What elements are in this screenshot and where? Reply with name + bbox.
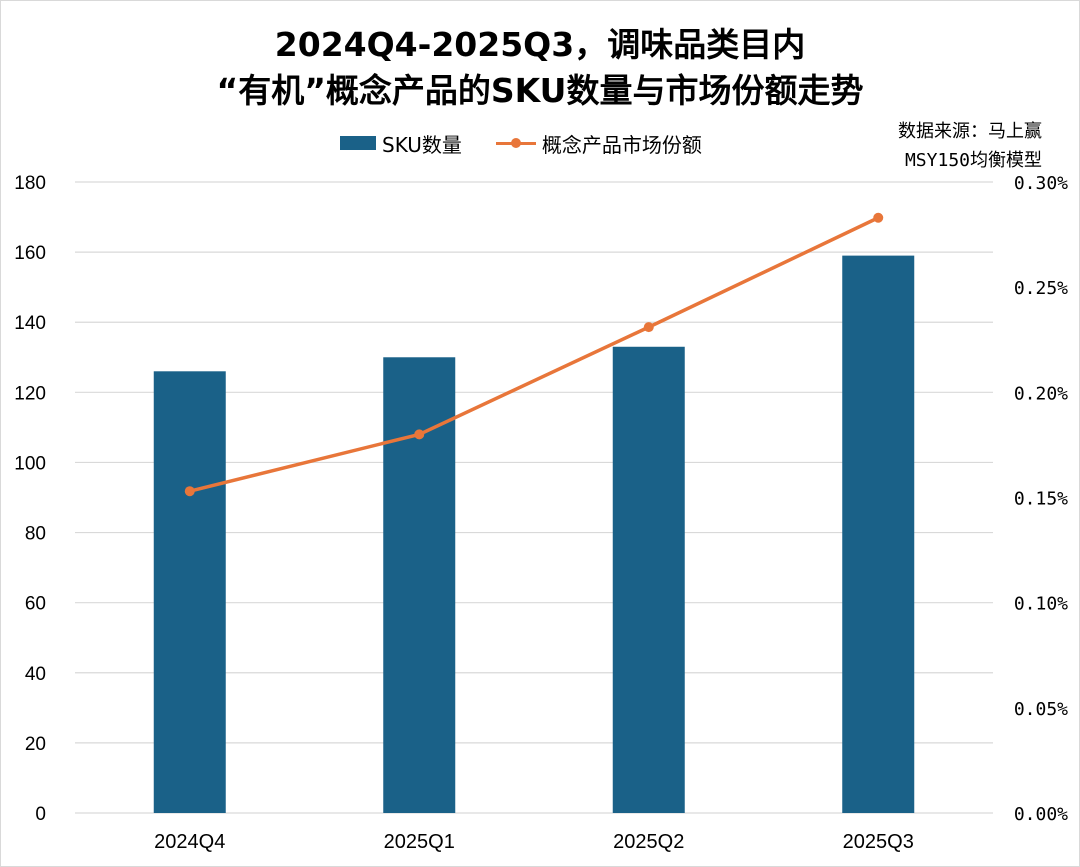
x-tick-label: 2025Q1 [384,831,455,853]
point-market-share-2025Q3 [873,212,884,223]
point-market-share-2025Q1 [414,429,425,440]
y-right-tick-label: 0.10% [1014,594,1068,615]
y-right-tick-label: 0.15% [1014,489,1068,510]
bar-sku-2025Q1 [383,357,456,813]
chart-title-line-1: 2024Q4-2025Q3，调味品类目内 [274,25,806,64]
y-left-tick-label: 160 [14,243,46,264]
y-left-tick-label: 140 [14,313,46,334]
y-right-tick-label: 0.00% [1014,804,1068,825]
legend-label-share: 概念产品市场份额 [541,132,702,157]
legend-label-sku: SKU数量 [382,132,462,157]
bar-sku-2025Q2 [612,346,685,813]
x-tick-label: 2025Q3 [843,831,914,853]
y-right-tick-label: 0.20% [1014,383,1068,404]
y-right-tick-label: 0.25% [1014,278,1068,299]
y-left-tick-label: 0 [35,804,46,825]
y-right-tick-label: 0.30% [1014,173,1068,194]
y-left-tick-label: 120 [14,383,46,404]
legend-line-swatch [495,136,536,150]
line-market-share [189,216,880,493]
y-left-tick-label: 100 [14,453,46,474]
point-market-share-2024Q4 [184,486,195,497]
x-tick-label: 2025Q2 [613,831,684,853]
chart-title-line-2: “有机”概念产品的SKU数量与市场份额走势 [216,71,864,110]
y-left-tick-label: 80 [25,524,46,545]
bar-sku-2024Q4 [153,371,226,813]
y-left-tick-label: 60 [25,594,46,615]
y-left-tick-label: 180 [14,173,46,194]
legend-bar-swatch [340,136,376,150]
y-left-tick-label: 40 [25,664,46,685]
legend: SKU数量 概念产品市场份额 [340,128,702,158]
y-left-tick-label: 20 [25,734,46,755]
x-tick-label: 2024Q4 [154,831,225,853]
y-right-tick-label: 0.05% [1014,699,1068,720]
point-market-share-2025Q2 [643,322,654,333]
legend-item-sku: SKU数量 [340,129,462,158]
source-note-line-1: 数据来源：马上赢 [898,121,1042,142]
bar-sku-2025Q3 [842,255,915,813]
source-note-line-2: MSY150均衡模型 [904,150,1042,171]
legend-item-share: 概念产品市场份额 [495,129,702,158]
